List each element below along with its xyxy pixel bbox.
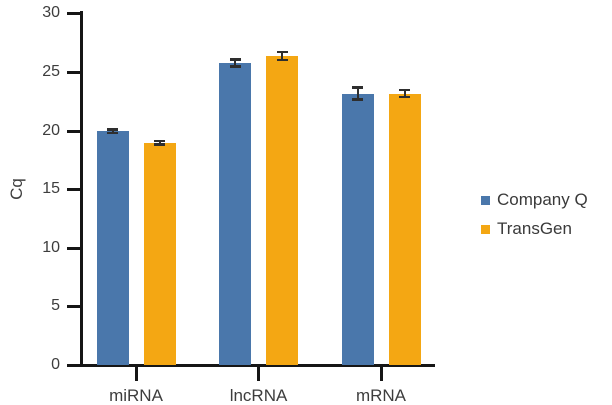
y-axis-line [80, 10, 83, 367]
y-tick-label-30: 30 [42, 4, 60, 22]
y-tick-label-20: 20 [42, 121, 60, 139]
y-tick-30 [67, 12, 80, 16]
legend-swatch-company-q [481, 195, 490, 205]
bar-transgen-mirna [143, 142, 176, 366]
x-axis-category-label-mrna: mRNA [355, 386, 407, 405]
error-bar-cap-top [107, 128, 118, 131]
error-bar-stem [234, 59, 236, 67]
x-axis-category-label-lncrna: lncRNA [229, 386, 288, 405]
error-bar-cap-bottom [154, 143, 165, 146]
legend-label-company-q: Company Q [497, 190, 588, 209]
error-bar-stem [111, 129, 114, 133]
legend: Company Q TransGen [481, 190, 588, 239]
error-bar-cap-bottom [352, 98, 363, 101]
legend-item-transgen: TransGen [481, 219, 588, 239]
error-bar-cap-top [352, 86, 363, 89]
legend-label-transgen: TransGen [497, 219, 572, 238]
x-tick-lncrna [257, 365, 260, 381]
x-axis-category-label-mirna: miRNA [109, 386, 163, 405]
error-bar-stem [281, 51, 283, 61]
y-tick-label-15: 15 [42, 180, 60, 198]
x-tick-mrna [379, 365, 383, 381]
y-tick-label-25: 25 [42, 63, 60, 80]
bar-company-q-mirna [96, 131, 129, 366]
x-tick-mirna [134, 365, 138, 381]
error-bar-stem [356, 87, 359, 100]
y-tick-label-5: 5 [51, 297, 60, 315]
error-bar-cap-top [154, 139, 165, 143]
error-bar-cap-bottom [399, 95, 410, 99]
error-bar-cap-top [399, 88, 410, 92]
y-tick-15 [67, 188, 80, 192]
y-tick-label-10: 10 [42, 238, 60, 256]
y-tick-10 [67, 246, 80, 250]
error-bar-cap-bottom [276, 58, 288, 62]
bar-transgen-mrna [388, 93, 421, 366]
y-axis-label: Cq [7, 178, 26, 200]
error-bar-cap-top [229, 58, 241, 61]
bar-company-q-lncrna [219, 63, 251, 366]
y-tick-25 [67, 71, 80, 74]
y-tick-5 [67, 305, 80, 309]
bar-company-q-mrna [341, 93, 374, 366]
bar-transgen-lncrna [266, 56, 298, 366]
y-tick-label-0: 0 [51, 356, 60, 373]
error-bar-cap-bottom [107, 131, 118, 135]
y-tick-0 [67, 364, 80, 367]
error-bar-cap-bottom [229, 65, 241, 68]
error-bar-stem [158, 141, 161, 145]
error-bar-stem [403, 90, 406, 98]
legend-item-company-q: Company Q [481, 190, 588, 210]
y-tick-20 [67, 129, 80, 133]
error-bar-cap-top [276, 50, 288, 54]
legend-swatch-transgen [481, 224, 490, 234]
